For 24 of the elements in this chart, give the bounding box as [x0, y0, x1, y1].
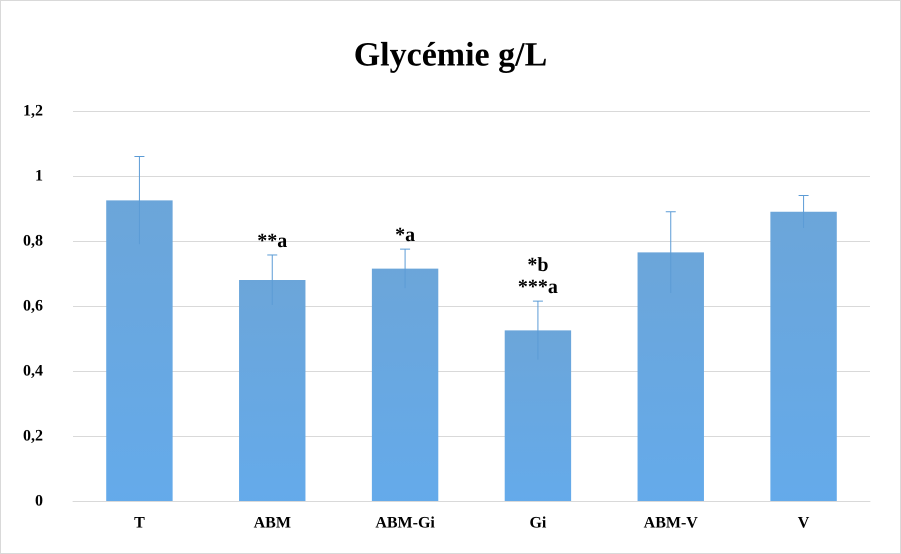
y-tick-label: 0 [35, 492, 43, 510]
chart-title: Glycémie g/L [354, 36, 548, 74]
y-tick-label: 1 [35, 168, 43, 184]
annotation: ***a [518, 276, 558, 298]
bar [770, 212, 837, 501]
y-tick-label: 1,2 [23, 102, 43, 120]
bar [638, 252, 704, 501]
x-tick-label: V [798, 514, 810, 532]
bar [372, 268, 438, 501]
y-tick-label: 0,6 [23, 298, 43, 314]
bar [106, 200, 173, 501]
x-tick-label: ABM [254, 514, 291, 532]
annotation: **a [257, 230, 288, 252]
x-tick-label: Gi [529, 514, 547, 532]
bar [504, 330, 572, 501]
x-tick-label: ABM-Gi [375, 514, 436, 532]
annotation: *b [527, 254, 548, 276]
y-tick-label: 0,8 [23, 232, 43, 250]
y-tick-label: 0,2 [23, 428, 43, 444]
bar [239, 280, 306, 501]
x-tick-label: ABM-V [644, 514, 698, 532]
annotation: *a [395, 224, 416, 246]
y-tick-label: 0,4 [23, 362, 43, 380]
x-tick-label: T [134, 514, 146, 532]
